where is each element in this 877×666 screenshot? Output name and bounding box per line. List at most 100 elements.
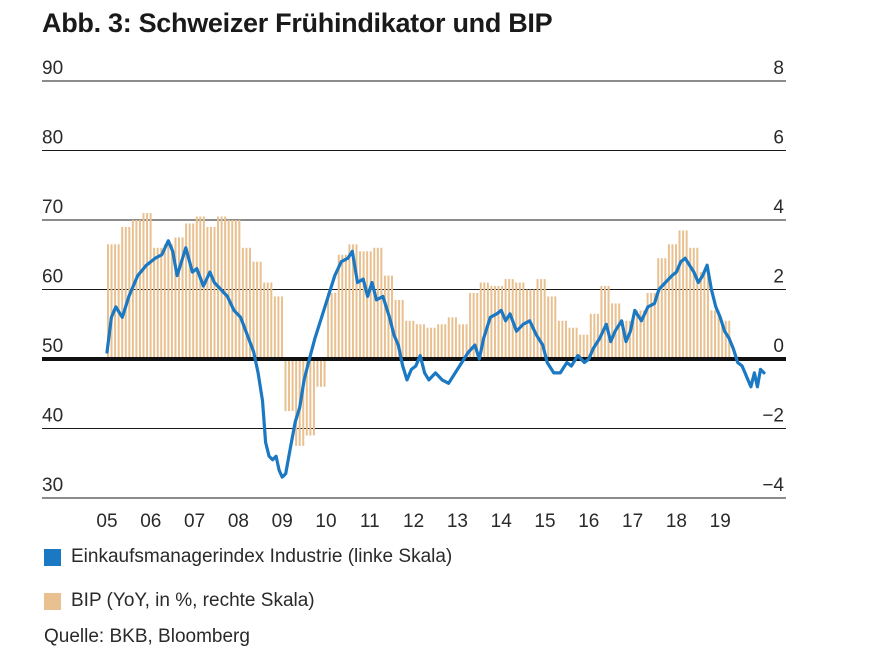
left-tick-label: 50 xyxy=(42,336,63,357)
gdp-bar xyxy=(433,327,436,359)
gdp-bar xyxy=(490,286,493,359)
gdp-bar xyxy=(327,292,330,359)
x-tick-label: 12 xyxy=(403,511,424,530)
x-tick-label: 07 xyxy=(184,511,205,530)
gdp-bar xyxy=(469,292,472,359)
gdp-bar xyxy=(238,220,241,359)
gdp-bar xyxy=(259,261,262,359)
gdp-bar xyxy=(263,282,266,359)
gdp-bar xyxy=(224,216,227,359)
x-tick-label: 15 xyxy=(534,511,555,530)
gdp-bar xyxy=(430,327,433,359)
gdp-bar xyxy=(291,359,294,412)
gdp-bar xyxy=(192,223,195,359)
right-tick-label: 6 xyxy=(773,128,784,149)
gdp-bar xyxy=(621,320,624,359)
gdp-bar xyxy=(288,359,291,412)
gdp-bar xyxy=(607,286,610,359)
gdp-bar xyxy=(185,223,188,359)
x-tick-label: 11 xyxy=(360,511,380,530)
gdp-bar xyxy=(579,334,582,359)
chart-plot: 30 40 50 60 70 80 90 −4 −2 0 2 4 6 8 05 06 07 08 09 10 11 12 1… xyxy=(42,58,786,530)
gdp-bar xyxy=(476,292,479,359)
gdp-bar xyxy=(149,213,152,359)
gdp-bar xyxy=(536,279,539,359)
legend-swatch-pmi xyxy=(44,548,61,566)
left-tick-label: 70 xyxy=(42,197,63,218)
x-tick-label: 14 xyxy=(491,511,513,530)
gdp-bar xyxy=(650,292,653,359)
gdp-bar xyxy=(344,254,347,359)
gdp-bar xyxy=(604,286,606,359)
x-tick-label: 13 xyxy=(447,511,468,530)
gdp-bar xyxy=(167,244,170,359)
gdp-bar xyxy=(302,359,305,446)
legend-item-gdp: BIP (YoY, in %, rechte Skala) xyxy=(44,590,315,612)
gdp-bar xyxy=(280,296,283,359)
x-tick-label: 09 xyxy=(272,511,293,530)
left-tick-label: 60 xyxy=(42,267,63,288)
gdp-bar xyxy=(465,324,468,359)
legend-label-gdp: BIP (YoY, in %, rechte Skala) xyxy=(71,590,315,611)
gdp-bar xyxy=(241,247,244,359)
left-tick-label: 80 xyxy=(42,128,63,149)
gdp-bar xyxy=(515,282,518,359)
gdp-bar xyxy=(195,216,198,359)
gdp-bar xyxy=(401,299,404,359)
gdp-bar xyxy=(699,272,702,359)
gdp-bar xyxy=(628,320,631,359)
gdp-bar xyxy=(653,292,656,359)
gdp-bar xyxy=(163,244,166,359)
gdp-bar xyxy=(209,226,212,359)
x-tick-label: 06 xyxy=(140,511,161,530)
pmi-line-layer xyxy=(105,239,766,479)
gdp-bar xyxy=(341,254,344,359)
gdp-bar xyxy=(643,310,646,359)
legend-swatch-gdp xyxy=(44,592,61,610)
gdp-bar xyxy=(355,244,358,359)
gdp-bar xyxy=(682,230,685,359)
gdp-bar xyxy=(540,279,543,359)
gdp-bar xyxy=(678,230,681,359)
gdp-bar xyxy=(121,226,124,359)
gdp-bar xyxy=(114,244,117,359)
gdp-bar xyxy=(437,324,440,359)
right-tick-label: −2 xyxy=(762,406,784,427)
gdp-bar xyxy=(600,286,603,359)
gdp-bar xyxy=(671,244,674,359)
gdp-bar xyxy=(419,324,422,359)
gdp-bar xyxy=(138,220,141,359)
gdp-bar xyxy=(518,282,521,359)
gdp-bar xyxy=(564,320,567,359)
gdp-bar xyxy=(462,324,464,359)
gdp-bar xyxy=(561,320,564,359)
gdp-bar xyxy=(472,292,475,359)
gdp-bar xyxy=(245,247,248,359)
gdp-bar xyxy=(543,279,546,359)
gdp-bar xyxy=(376,247,379,359)
gdp-bar xyxy=(685,230,688,359)
gdp-bar xyxy=(412,320,415,359)
gdp-bar xyxy=(550,296,553,359)
gdp-bar xyxy=(706,272,709,359)
gdp-bar xyxy=(664,258,667,359)
gdp-bar xyxy=(522,282,525,359)
gdp-bar xyxy=(557,320,560,359)
gdp-bar xyxy=(273,296,276,359)
gdp-bar xyxy=(153,247,156,359)
right-tick-label: 0 xyxy=(773,336,784,357)
gdp-bar xyxy=(220,216,223,359)
gdp-bar xyxy=(426,327,429,359)
gdp-bar xyxy=(508,279,511,359)
gdp-bar xyxy=(312,359,315,436)
gdp-bar xyxy=(156,247,159,359)
gdp-bar xyxy=(657,258,660,359)
left-tick-label: 90 xyxy=(42,58,63,79)
gdp-bar xyxy=(422,324,425,359)
gdp-bar xyxy=(415,324,418,359)
gdp-bar xyxy=(320,359,322,387)
gdp-bar xyxy=(611,303,614,359)
gdp-bar xyxy=(188,223,191,359)
gdp-bar xyxy=(380,247,383,359)
gdp-bar xyxy=(227,220,230,359)
